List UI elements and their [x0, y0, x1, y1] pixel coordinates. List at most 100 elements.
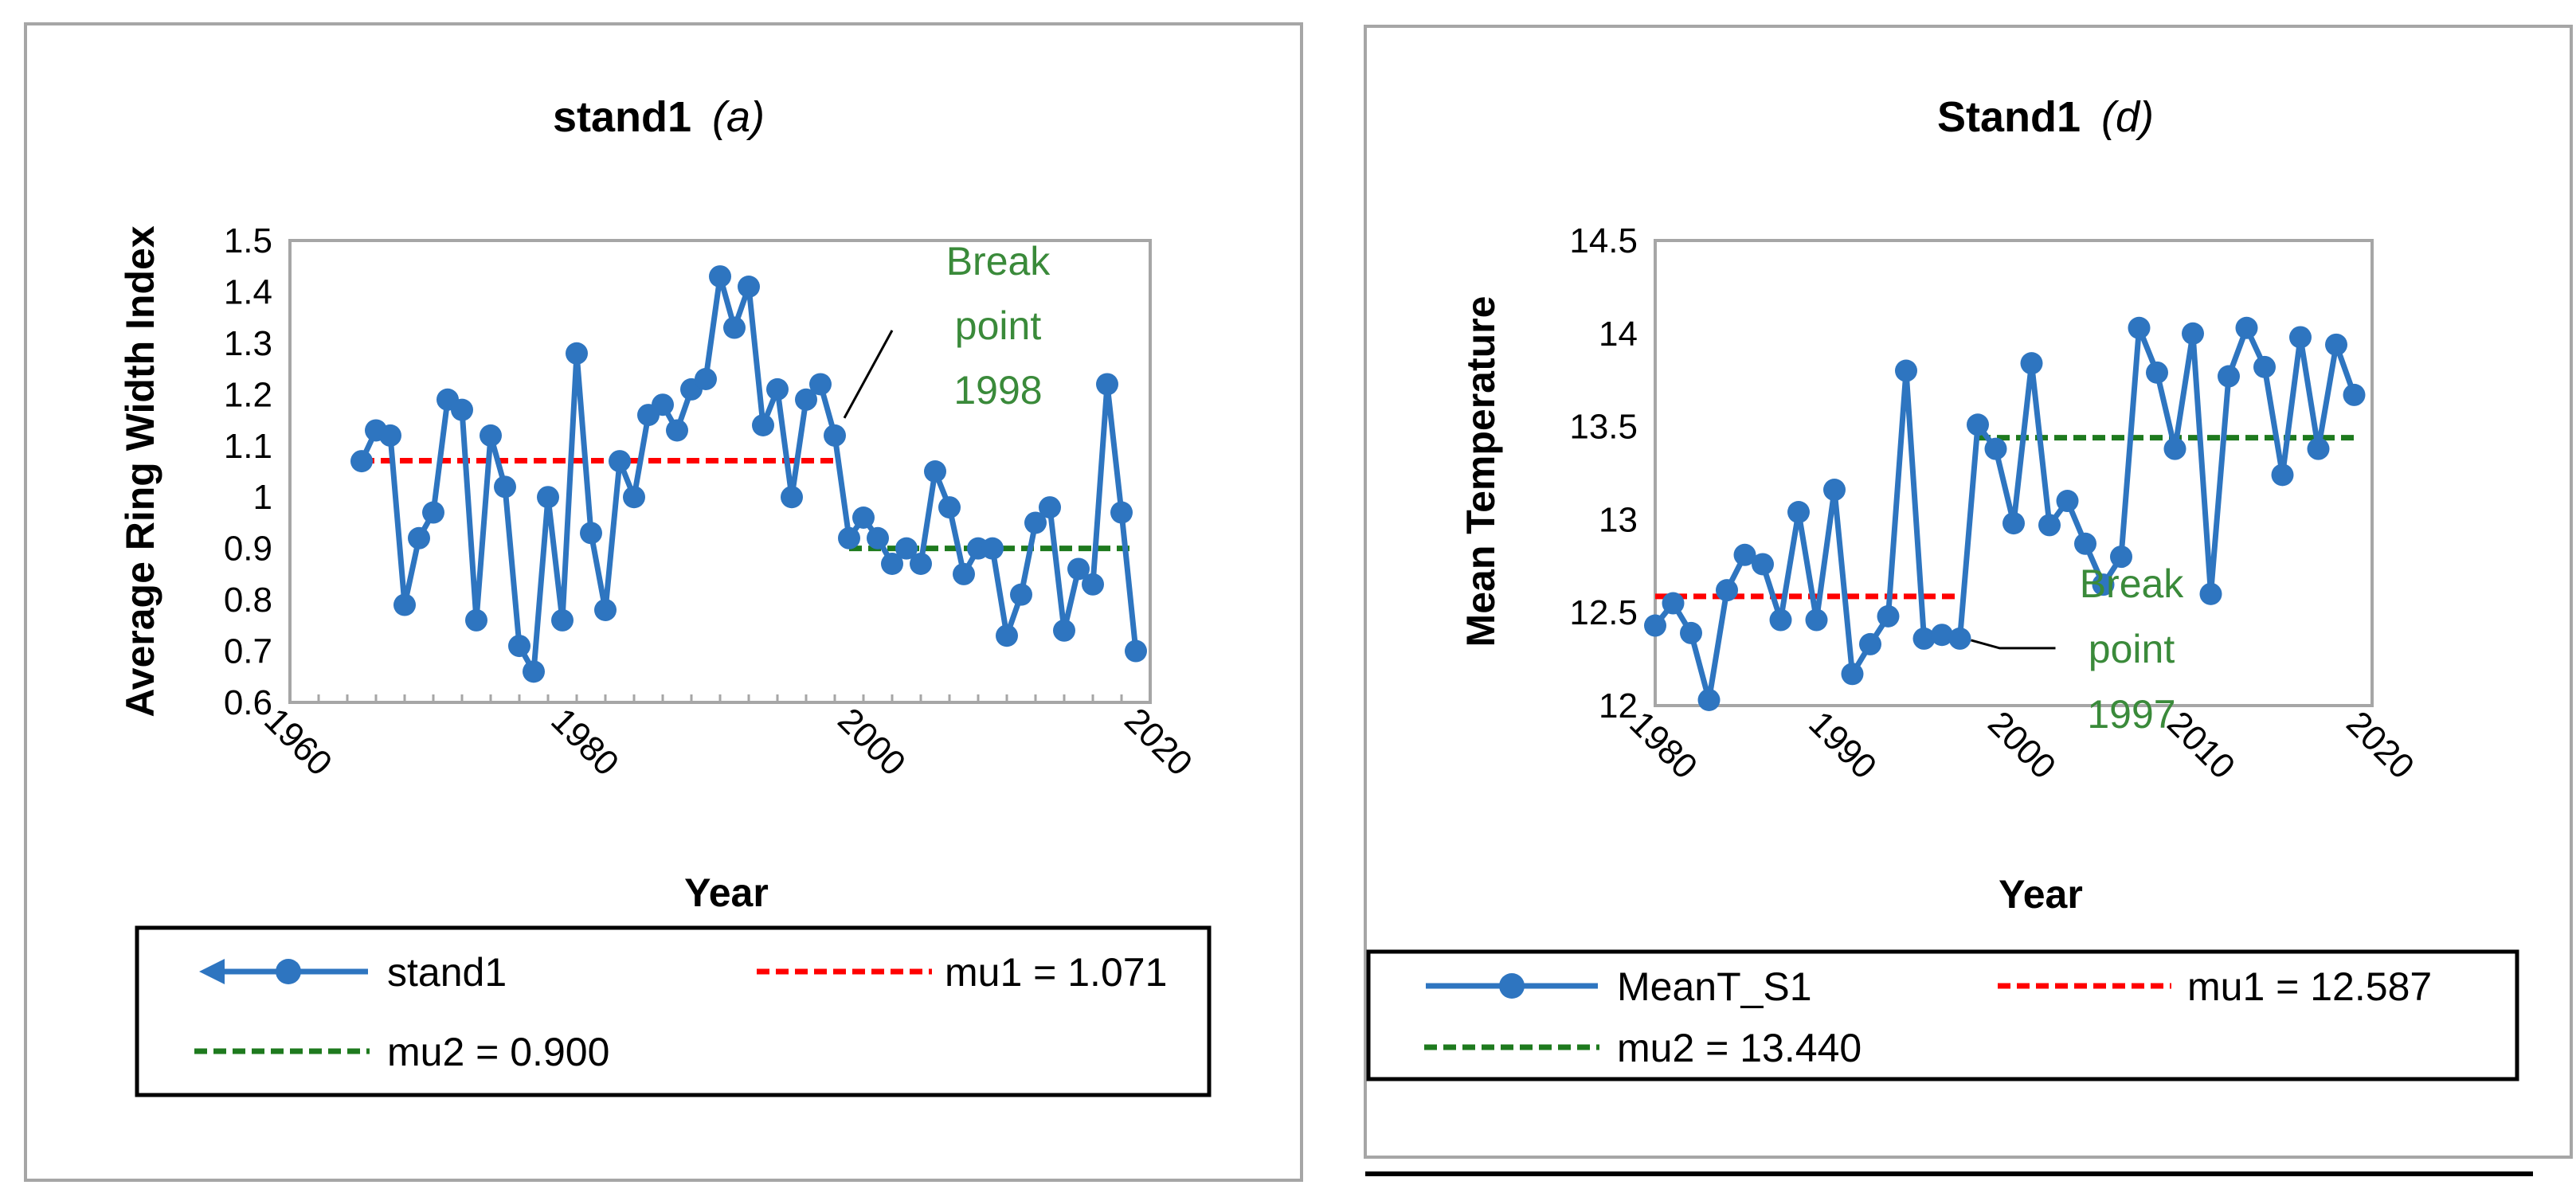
chart-a-data-point [1024, 511, 1047, 534]
chart-a-data-point [494, 475, 516, 499]
chart-d-legend-label-MeanT_S1: MeanT_S1 [1617, 964, 1812, 1009]
chart-d-data-point [2038, 514, 2061, 537]
chart-a-data-point [910, 553, 932, 575]
chart-a-ytick-label: 0.7 [224, 632, 272, 671]
chart-a-data-point [566, 342, 588, 365]
chart-a-data-point [1110, 501, 1133, 524]
chart-d-annotation-leader [1971, 639, 2056, 650]
chart-d-xtick-label: 2020 [2339, 704, 2421, 787]
panel-d-frame [1364, 25, 2573, 1159]
chart-d-data-point [1644, 614, 1666, 637]
chart-d-ytick-label: 14.5 [1569, 221, 1638, 260]
chart-a-data-point [996, 624, 1018, 647]
chart-a-data-point [766, 377, 789, 401]
chart-d-data-point [1984, 437, 2007, 460]
chart-a-data-point [1039, 496, 1061, 519]
chart-a-data-point [379, 424, 401, 447]
panel-a-frame [24, 22, 1303, 1182]
chart-d-data-point [2056, 490, 2079, 513]
chart-d-data-point [2271, 463, 2294, 487]
chart-a-data-point [809, 373, 832, 396]
chart-d-data-point [1967, 413, 1989, 436]
chart-d-xtick-label: 2000 [1980, 704, 2063, 787]
chart-a-xlabel: Year [684, 870, 769, 915]
chart-d-data-point [1680, 621, 1702, 644]
chart-d-data-point [2020, 352, 2043, 375]
chart-a-ytick-label: 1.3 [224, 324, 272, 363]
chart-d-data-point [2110, 546, 2132, 569]
chart-d-data-point [1769, 608, 1792, 632]
chart-a: stand1 (a) 1.5 1.4 1.3 1.2 1.1 1 0.9 0.8 0.7 0.6 1… [118, 93, 1212, 1097]
chart-d-data-point [1948, 627, 1971, 650]
chart-a-legend-mu2: mu2 = 0.900 [194, 1030, 609, 1074]
chart-d-legend-marker-icon [1499, 973, 1525, 999]
chart-d-xtick-label: 1990 [1801, 704, 1884, 787]
chart-a-annotation-leader [843, 330, 894, 419]
chart-d-legend-label-mu2: mu2 = 13.440 [1617, 1026, 1862, 1070]
chart-a-legend-arrow-icon [199, 959, 225, 984]
chart-a-data-point [838, 526, 860, 549]
chart-d-data-point [2343, 383, 2366, 406]
chart-a-ytick-label: 1.2 [224, 375, 272, 414]
chart-d-ytick-label: 13 [1599, 500, 1638, 539]
chart-d-xlabel: Year [1999, 872, 2083, 917]
chart-d-data-point [2092, 573, 2115, 596]
chart-d-data-point [1877, 604, 1900, 628]
chart-a-minor-ticks [288, 694, 1152, 702]
chart-d-data-point [1716, 579, 1738, 602]
chart-d-data-point [2253, 355, 2276, 378]
chart-a-data-point [895, 537, 918, 560]
chart-a-xtick-label: 2020 [1117, 701, 1200, 784]
chart-a-ytick-label: 0.9 [224, 530, 272, 569]
chart-a-xtick-label: 2000 [830, 701, 913, 784]
chart-d-data-point [1859, 632, 1881, 655]
chart-d-title: Stand1 (d) [1937, 93, 2154, 141]
chart-a-data-point [1053, 619, 1075, 642]
chart-d-ytick-label: 12.5 [1569, 593, 1638, 632]
chart-a-data-point [465, 608, 487, 632]
chart-d-data-point [2074, 532, 2096, 555]
chart-a-ytick-label: 1.5 [224, 221, 272, 260]
chart-d-data-point [2199, 582, 2222, 605]
chart-a-data-point [652, 393, 674, 417]
chart-a-ylabel: Average Ring Width Index [118, 225, 162, 717]
chart-a-legend [135, 925, 1212, 1097]
chart-a-data-point [408, 526, 430, 549]
chart-a-data-point [551, 608, 574, 632]
chart-a-data-point [938, 496, 961, 519]
chart-a-data-point [623, 486, 645, 509]
chart-a-ytick-label: 1.4 [224, 272, 272, 311]
chart-a-annotation-line-1: Break [946, 239, 1051, 284]
chart-d-annotation-line-2: point [2089, 627, 2175, 671]
chart-d-data-point [1805, 608, 1828, 632]
chart-a-data-point [981, 537, 1004, 560]
chart-a-data-point [523, 660, 545, 683]
chart-d-data-point [1787, 501, 1810, 524]
chart-a-legend-label-stand1: stand1 [387, 950, 507, 995]
chart-d-annotation-line-3: 1997 [2087, 692, 2175, 737]
chart-d-series-line-MeanT_S1 [1653, 325, 2357, 703]
chart-a-data-point [867, 526, 889, 549]
chart-a-data-point [1082, 573, 1104, 596]
chart-d-data-point [1823, 479, 1846, 502]
chart-a-data-point [781, 486, 803, 509]
chart-a-data-point [350, 450, 373, 473]
chart-a-data-point [738, 276, 760, 298]
chart-a-ytick-label: 1.1 [224, 427, 272, 466]
chart-a-legend-marker-icon [276, 959, 301, 984]
chart-d-ylabel: Mean Temperature [1458, 296, 1503, 647]
chart-a-data-point [1125, 639, 1147, 663]
chart-d-data-point [2325, 333, 2347, 356]
chart-a-ytick-label: 0.6 [224, 683, 272, 722]
chart-d-legend-mu1: mu1 = 12.587 [1998, 964, 2432, 1009]
chart-a-data-point [609, 450, 631, 473]
chart-d-plot-area [1654, 239, 2374, 707]
chart-d-data-point [2182, 322, 2204, 345]
chart-a-data-point [752, 414, 774, 436]
chart-a-data-point [393, 593, 416, 616]
chart-a-ytick-label: 0.8 [224, 581, 272, 620]
chart-d-ytick-label: 14 [1599, 315, 1638, 354]
chart-d-data-point [1733, 543, 1756, 566]
chart-a-data-point [480, 424, 502, 447]
